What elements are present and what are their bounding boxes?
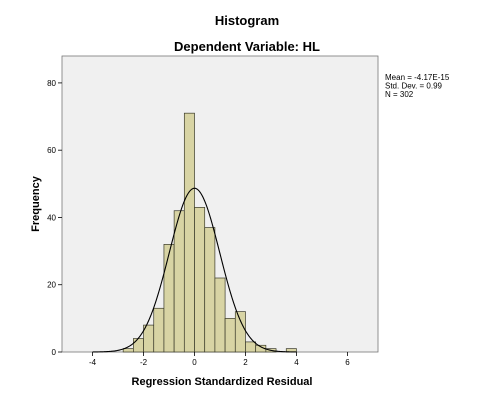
y-tick-label: 60 — [47, 146, 56, 155]
y-tick-label: 20 — [47, 281, 56, 290]
y-tick-label: 0 — [52, 348, 57, 357]
histogram-bar-12 — [245, 341, 257, 353]
histogram-bar-5 — [173, 210, 185, 353]
bars-group — [122, 112, 297, 353]
stat-mean: Mean = -4.17E-15 — [385, 73, 450, 82]
histogram-bar-6 — [183, 112, 195, 353]
x-tick-label: -4 — [89, 358, 97, 367]
stat-std-dev: Std. Dev. = 0.99 — [385, 82, 443, 91]
x-tick-label: 2 — [243, 358, 248, 367]
chart-title: Histogram — [215, 13, 279, 28]
histogram-bar-4 — [163, 244, 175, 353]
stats-box: Mean = -4.17E-15 Std. Dev. = 0.99 N = 30… — [385, 73, 450, 99]
y-tick-label: 80 — [47, 79, 56, 88]
y-tick-label: 40 — [47, 213, 56, 222]
histogram-bar-10 — [224, 318, 236, 353]
x-tick-label: 4 — [294, 358, 299, 367]
x-tick-label: 0 — [192, 358, 197, 367]
x-tick-label: 6 — [345, 358, 350, 367]
histogram-bar-1 — [133, 338, 144, 353]
histogram-bar-9 — [214, 277, 226, 353]
x-axis-label: Regression Standardized Residual — [132, 376, 313, 388]
normal-curve — [92, 187, 297, 353]
y-axis-label: Frequency — [30, 175, 42, 232]
histogram-bar-11 — [234, 311, 246, 353]
chart-subtitle: Dependent Variable: HL — [174, 39, 320, 54]
x-tick-label: -2 — [140, 358, 148, 367]
histogram-bar-3 — [153, 307, 165, 353]
histogram-bar-7 — [194, 207, 206, 353]
histogram-bar-0 — [122, 348, 134, 353]
stat-n: N = 302 — [385, 90, 414, 99]
histogram-bar-8 — [204, 227, 216, 353]
